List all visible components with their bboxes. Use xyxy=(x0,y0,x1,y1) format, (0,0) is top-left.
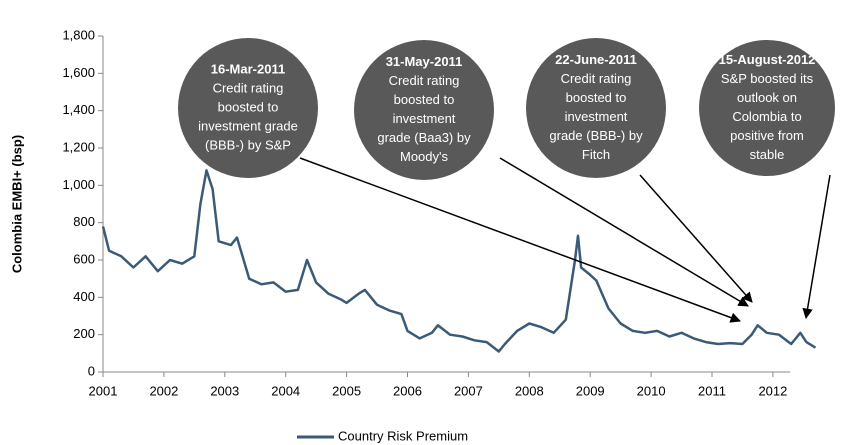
annotation-arrow xyxy=(802,174,831,320)
y-axis-label: Colombia EMBI+ (bsp) xyxy=(9,135,24,273)
annotation-text: positive from xyxy=(730,128,804,143)
y-tick-label: 400 xyxy=(73,289,95,304)
y-tick-label: 600 xyxy=(73,251,95,266)
x-tick-label: 2007 xyxy=(454,383,483,398)
annotation-title: 16-Mar-2011 xyxy=(211,61,285,76)
x-tick-label: 2003 xyxy=(210,383,239,398)
annotation-text: Moody's xyxy=(400,149,449,164)
y-tick-label: 1,000 xyxy=(62,177,95,192)
legend-label: Country Risk Premium xyxy=(338,428,468,443)
annotation-text: investment grade xyxy=(198,118,298,133)
annotation-text: Credit rating xyxy=(389,73,460,88)
annotation-text: Credit rating xyxy=(213,80,284,95)
x-tick-label: 2005 xyxy=(332,383,361,398)
y-tick-label: 800 xyxy=(73,214,95,229)
y-tick-label: 200 xyxy=(73,326,95,341)
x-tick-label: 2010 xyxy=(637,383,666,398)
x-tick-label: 2002 xyxy=(149,383,178,398)
annotation-text: grade (BBB-) by xyxy=(549,128,643,143)
y-tick-label: 1,800 xyxy=(62,27,95,42)
annotation-text: boosted to xyxy=(218,99,279,114)
annotation-bubble xyxy=(699,40,835,176)
x-tick-label: 2004 xyxy=(271,383,300,398)
x-tick-label: 2006 xyxy=(393,383,422,398)
annotation-text: outlook on xyxy=(737,90,797,105)
annotation-text: (BBB-) by S&P xyxy=(205,137,291,152)
annotation-arrow xyxy=(499,157,749,307)
y-tick-label: 1,600 xyxy=(62,65,95,80)
annotation-arrow xyxy=(299,157,741,323)
y-tick-label: 1,200 xyxy=(62,139,95,154)
annotation-text: stable xyxy=(750,147,785,162)
x-tick-label: 2009 xyxy=(576,383,605,398)
annotation-arrow xyxy=(639,174,753,303)
x-tick-label: 2011 xyxy=(698,383,726,398)
annotation-text: investment xyxy=(565,109,628,124)
y-tick-label: 1,400 xyxy=(62,102,95,117)
annotation-text: boosted to xyxy=(566,90,627,105)
annotation-title: 31-May-2011 xyxy=(386,54,463,69)
annotation-text: boosted to xyxy=(394,92,455,107)
annotation-text: investment xyxy=(393,111,456,126)
y-tick-label: 0 xyxy=(88,363,95,378)
x-tick-label: 2012 xyxy=(758,383,787,398)
annotation-text: Credit rating xyxy=(561,71,632,86)
annotation-title: 15-August-2012 xyxy=(719,52,816,67)
annotation-bubble xyxy=(178,38,318,178)
annotation-text: S&P boosted its xyxy=(721,71,814,86)
x-tick-label: 2008 xyxy=(515,383,544,398)
annotation-text: Colombia to xyxy=(732,109,801,124)
annotation-text: Fitch xyxy=(582,147,610,162)
annotation-text: grade (Baa3) by xyxy=(377,130,471,145)
annotation-title: 22-June-2011 xyxy=(555,52,637,67)
x-tick-label: 2001 xyxy=(89,383,118,398)
annotation-bubble xyxy=(526,38,666,178)
series-line xyxy=(101,169,817,353)
annotation-bubble xyxy=(354,40,494,180)
